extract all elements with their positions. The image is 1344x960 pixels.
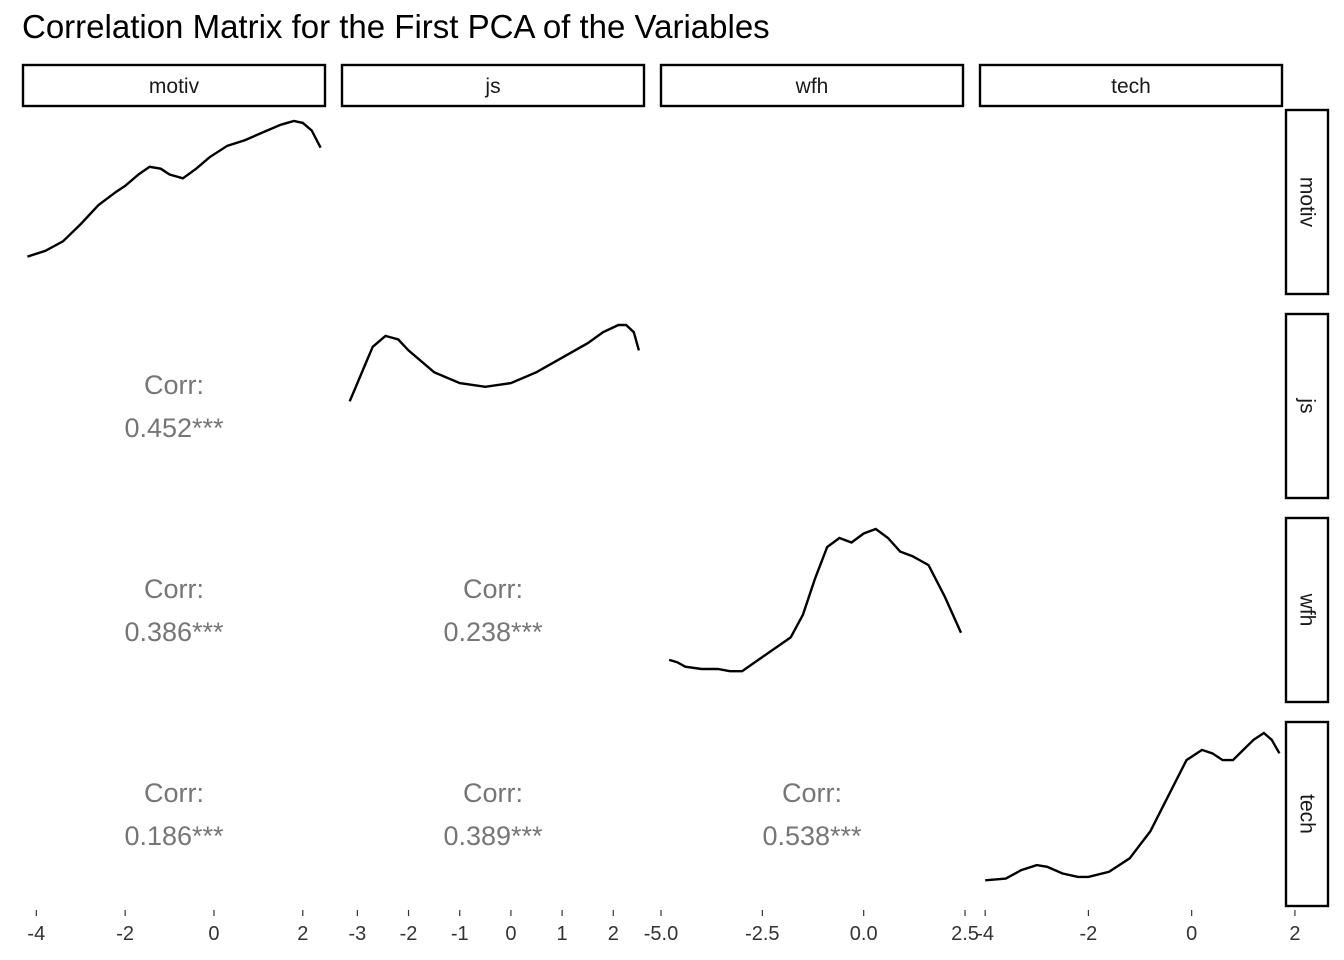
strip-col-tech xyxy=(978,63,1284,108)
density-curve-js xyxy=(348,323,641,402)
corr-value-wfh-js: 0.238*** xyxy=(443,617,543,647)
x-tick-label-js: -2 xyxy=(400,923,418,945)
strip-row-label-motiv: motiv xyxy=(1296,177,1319,228)
x-tick-label-wfh: 2.5 xyxy=(951,923,979,945)
corr-value-wfh-motiv: 0.386*** xyxy=(124,617,224,647)
strip-row-motiv xyxy=(1284,108,1330,296)
x-tick-label-js: -3 xyxy=(348,923,366,945)
strip-row-label-js: js xyxy=(1296,397,1319,413)
density-curve-tech xyxy=(985,731,1281,882)
strip-col-label-js: js xyxy=(484,75,500,98)
corr-label-js-motiv: Corr: xyxy=(144,370,204,400)
corr-label-tech-motiv: Corr: xyxy=(144,778,204,808)
strip-col-label-wfh: wfh xyxy=(795,75,829,98)
x-tick-label-tech: -2 xyxy=(1080,923,1098,945)
strip-col-wfh xyxy=(659,63,965,108)
strip-col-label-motiv: motiv xyxy=(149,75,200,98)
corr-value-js-motiv: 0.452*** xyxy=(124,413,224,443)
strip-col-label-tech: tech xyxy=(1111,75,1151,98)
strip-row-label-wfh: wfh xyxy=(1296,593,1319,627)
strip-col-motiv xyxy=(21,63,327,108)
x-tick-label-motiv: -2 xyxy=(116,923,134,945)
x-tick-label-tech: 0 xyxy=(1186,923,1197,945)
corr-label-wfh-motiv: Corr: xyxy=(144,574,204,604)
corr-label-wfh-js: Corr: xyxy=(463,574,523,604)
strip-row-wfh xyxy=(1284,516,1330,704)
x-tick-label-wfh: 0.0 xyxy=(850,923,878,945)
corr-label-tech-wfh: Corr: xyxy=(782,778,842,808)
chart-title: Correlation Matrix for the First PCA of … xyxy=(22,8,770,45)
corr-value-tech-wfh: 0.538*** xyxy=(762,821,862,851)
corr-label-tech-js: Corr: xyxy=(463,778,523,808)
density-curve-wfh xyxy=(668,527,963,673)
x-tick-label-motiv: 2 xyxy=(297,923,308,945)
x-tick-label-wfh: -5.0 xyxy=(644,923,678,945)
strip-row-tech xyxy=(1284,720,1330,908)
strip-col-js xyxy=(340,63,646,108)
x-tick-label-js: 2 xyxy=(608,923,619,945)
corr-value-tech-js: 0.389*** xyxy=(443,821,543,851)
x-tick-label-wfh: -2.5 xyxy=(745,923,779,945)
strip-row-label-tech: tech xyxy=(1296,794,1319,834)
strip-row-js xyxy=(1284,312,1330,500)
x-tick-label-motiv: -4 xyxy=(27,923,45,945)
x-tick-label-js: 0 xyxy=(505,923,516,945)
x-tick-label-tech: 2 xyxy=(1289,923,1300,945)
x-tick-label-js: 1 xyxy=(557,923,568,945)
x-tick-label-tech: -4 xyxy=(976,923,994,945)
density-curve-motiv xyxy=(27,119,322,258)
x-tick-label-motiv: 0 xyxy=(208,923,219,945)
x-tick-label-js: -1 xyxy=(451,923,469,945)
corr-value-tech-motiv: 0.186*** xyxy=(124,821,224,851)
